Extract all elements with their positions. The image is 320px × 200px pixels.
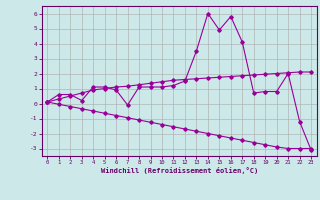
X-axis label: Windchill (Refroidissement éolien,°C): Windchill (Refroidissement éolien,°C): [100, 167, 258, 174]
